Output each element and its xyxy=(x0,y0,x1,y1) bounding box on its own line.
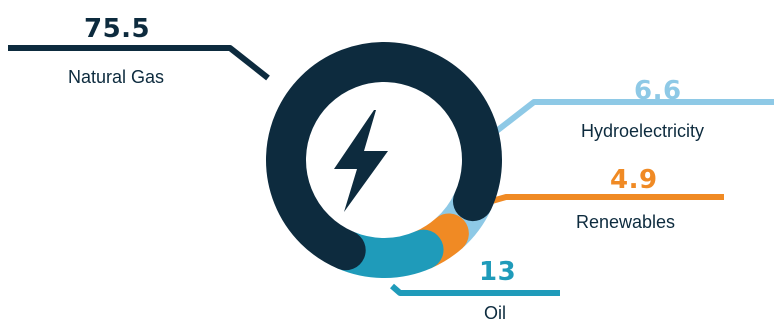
value-label-hydroelectricity: 6.6 xyxy=(634,76,682,106)
category-label-oil: Oil xyxy=(484,303,506,323)
value-label-oil: 13 xyxy=(479,257,517,287)
leader-line-hydroelectricity xyxy=(492,99,774,136)
donut-ring xyxy=(266,42,502,278)
category-label-hydroelectricity: Hydroelectricity xyxy=(581,121,705,141)
leader-line-renewables xyxy=(477,194,724,208)
category-label-natural-gas: Natural Gas xyxy=(68,67,165,87)
value-label-renewables: 4.9 xyxy=(610,165,658,195)
leader-line-natural-gas xyxy=(8,45,270,81)
value-label-natural-gas: 75.5 xyxy=(84,14,151,44)
leader-line-oil xyxy=(390,283,560,296)
lightning-bolt-icon xyxy=(334,110,388,212)
category-label-renewables: Renewables xyxy=(576,212,676,232)
slice-natural-gas xyxy=(266,42,502,271)
